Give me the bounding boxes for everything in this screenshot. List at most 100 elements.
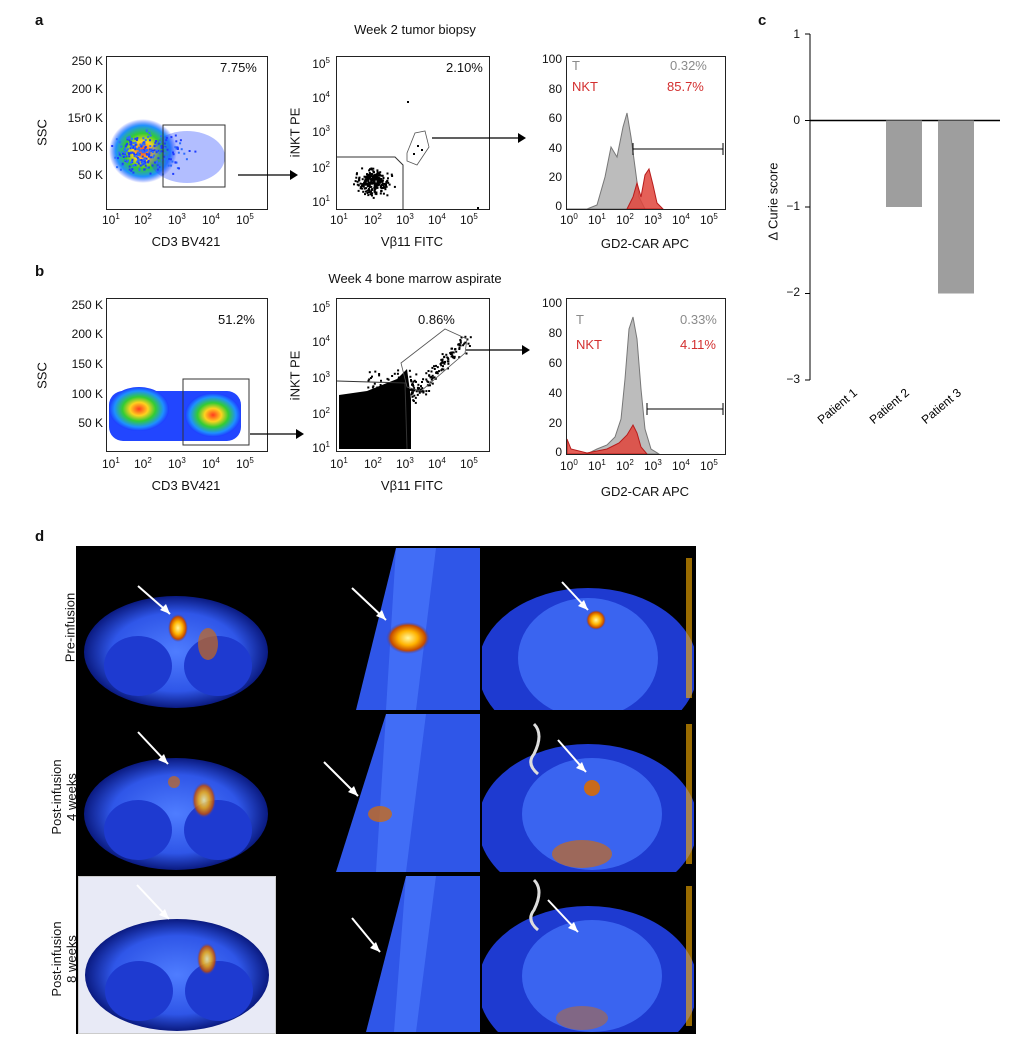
y-tick: 80 — [548, 326, 562, 340]
event-dot — [443, 355, 446, 358]
event-dot — [393, 372, 396, 375]
event-dot — [368, 191, 371, 194]
event-dot — [459, 341, 462, 344]
event-dot — [410, 380, 413, 383]
event-dot — [428, 390, 431, 392]
y-tick: 15r0 K — [67, 111, 103, 125]
event-dot — [139, 164, 142, 167]
event-dot — [150, 156, 152, 159]
event-dot — [354, 180, 357, 183]
event-dot — [368, 395, 371, 398]
event-dot — [368, 371, 371, 374]
event-dot — [131, 158, 134, 161]
event-dot — [422, 378, 425, 381]
event-dot — [149, 145, 152, 148]
event-dot — [415, 380, 417, 383]
event-dot — [157, 165, 160, 168]
event-dot — [141, 155, 144, 158]
event-dot — [371, 386, 374, 389]
event-dot — [132, 146, 135, 149]
event-dot — [381, 179, 384, 182]
y-tick: 1 — [793, 27, 800, 41]
event-dot — [441, 359, 444, 362]
event-dot — [138, 153, 141, 156]
event-dot — [174, 134, 177, 137]
event-dot — [156, 164, 159, 167]
event-dot — [363, 175, 366, 178]
y-ticks: 105 104 103 102 101 — [300, 296, 334, 456]
event-dot — [118, 153, 121, 156]
y-tick: 100 — [541, 296, 562, 310]
event-dot — [359, 187, 362, 190]
event-dot — [393, 388, 395, 391]
panel-b-scatter-inkt-svg — [336, 328, 472, 450]
event-dot — [397, 369, 400, 372]
event-dot — [385, 185, 388, 188]
event-dot — [410, 379, 412, 381]
event-dot — [431, 382, 434, 385]
event-dot — [140, 145, 143, 148]
event-dot — [155, 144, 158, 147]
event-dot — [413, 387, 416, 390]
y-tick: 105 — [312, 56, 330, 71]
event-dot — [386, 194, 389, 197]
event-dot — [373, 182, 376, 184]
x-tick: 105 — [700, 458, 718, 473]
event-dot — [145, 157, 148, 160]
event-dot — [412, 383, 414, 386]
event-dot — [137, 162, 140, 165]
event-dot — [388, 183, 391, 186]
event-dot — [381, 182, 384, 185]
event-dot — [399, 389, 402, 391]
event-dot — [382, 192, 385, 195]
event-dot — [356, 183, 359, 186]
event-dot — [377, 182, 380, 184]
event-dot — [131, 168, 134, 171]
panel-a-scatter-inkt — [336, 56, 490, 210]
event-dot — [131, 161, 134, 163]
event-dot — [125, 150, 128, 153]
event-dot — [122, 152, 124, 155]
event-dot — [412, 399, 415, 402]
gate-percent: 51.2% — [218, 312, 255, 327]
event-dot — [165, 136, 168, 139]
event-dot — [362, 190, 365, 193]
event-dot — [390, 173, 393, 176]
event-dot — [402, 396, 404, 399]
event-dot — [413, 394, 416, 397]
event-dot — [126, 142, 129, 145]
panel-a-scatter-ssc-svg — [109, 119, 226, 188]
event-dot — [356, 180, 359, 183]
x-tick: 104 — [202, 212, 220, 227]
event-dot — [160, 135, 162, 138]
event-dot — [128, 153, 130, 156]
y-tick: 50 K — [78, 416, 103, 430]
event-dot — [361, 178, 364, 181]
event-dot — [172, 151, 174, 154]
event-dot — [382, 184, 385, 187]
event-dot — [119, 168, 122, 171]
x-tick: 103 — [168, 456, 186, 471]
event-dot — [143, 151, 146, 154]
x-axis-label: CD3 BV421 — [151, 234, 221, 249]
event-dot — [377, 176, 380, 179]
event-dot — [433, 376, 436, 379]
event-dot — [372, 167, 375, 170]
event-dot — [458, 356, 461, 359]
event-dot — [419, 388, 422, 391]
event-dot — [126, 161, 129, 164]
event-dot — [357, 179, 360, 182]
event-dot — [369, 186, 371, 189]
legend-nkt-percent: 4.11% — [680, 337, 716, 352]
event-dot — [387, 177, 389, 180]
event-dot — [130, 143, 133, 146]
event-dot — [357, 189, 360, 192]
event-dot — [373, 180, 376, 183]
scan-axial-4w — [78, 714, 274, 872]
event-dot — [130, 145, 133, 148]
scan-image — [84, 731, 268, 870]
panel-b-histogram — [566, 298, 726, 455]
scan-image — [482, 558, 694, 710]
event-dot — [141, 151, 144, 154]
event-dot — [179, 139, 182, 142]
